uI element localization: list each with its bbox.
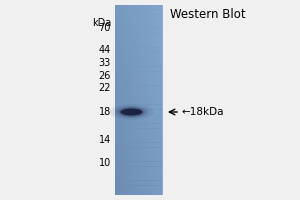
Bar <box>131 5 133 195</box>
Bar <box>135 5 137 195</box>
Bar <box>115 28 162 33</box>
Bar <box>115 90 162 95</box>
Bar <box>120 5 122 195</box>
Bar <box>123 5 125 195</box>
Bar <box>154 5 155 195</box>
Bar <box>134 5 136 195</box>
Bar <box>115 76 162 81</box>
Bar <box>115 109 162 114</box>
Bar <box>115 9 162 15</box>
Bar <box>115 23 162 29</box>
Bar <box>155 5 157 195</box>
Bar <box>150 5 152 195</box>
Bar <box>126 5 127 195</box>
Text: 22: 22 <box>98 83 111 93</box>
Bar <box>161 5 163 195</box>
Ellipse shape <box>120 108 142 116</box>
Text: 14: 14 <box>99 135 111 145</box>
Bar <box>147 5 148 195</box>
Bar <box>157 5 159 195</box>
Bar <box>133 5 134 195</box>
Text: Western Blot: Western Blot <box>170 8 245 21</box>
Text: ←18kDa: ←18kDa <box>182 107 224 117</box>
Bar <box>127 5 128 195</box>
Bar <box>118 5 120 195</box>
Bar <box>115 114 162 119</box>
Bar <box>139 5 140 195</box>
Bar <box>140 5 141 195</box>
Bar <box>152 5 153 195</box>
Bar <box>115 81 162 86</box>
Bar <box>115 142 162 148</box>
Bar <box>115 104 162 110</box>
Bar <box>115 66 162 72</box>
Bar <box>115 14 162 19</box>
Bar <box>115 161 162 166</box>
Bar <box>122 5 124 195</box>
Bar <box>115 52 162 57</box>
Bar <box>115 156 162 162</box>
Bar <box>115 185 162 190</box>
Bar <box>115 4 162 10</box>
Bar <box>156 5 158 195</box>
Bar <box>115 152 162 157</box>
Bar <box>115 166 162 171</box>
Bar <box>115 57 162 62</box>
Bar <box>115 38 162 43</box>
Bar <box>115 123 162 129</box>
Bar <box>124 5 126 195</box>
Bar <box>115 47 162 52</box>
Bar <box>160 5 161 195</box>
Ellipse shape <box>115 106 148 118</box>
Bar <box>146 5 147 195</box>
Bar <box>115 171 162 176</box>
Text: 33: 33 <box>99 58 111 68</box>
Bar <box>115 133 162 138</box>
Text: 10: 10 <box>99 158 111 168</box>
Text: 70: 70 <box>99 23 111 33</box>
Bar <box>121 5 123 195</box>
Bar <box>115 33 162 38</box>
Bar <box>128 5 130 195</box>
Bar <box>141 5 142 195</box>
Bar <box>115 118 162 124</box>
Bar <box>115 85 162 90</box>
Bar <box>115 71 162 76</box>
Bar <box>115 180 162 186</box>
Bar <box>115 147 162 152</box>
Text: 44: 44 <box>99 45 111 55</box>
Bar <box>115 5 117 195</box>
Bar <box>143 5 145 195</box>
Ellipse shape <box>110 104 153 120</box>
Bar <box>117 5 119 195</box>
Text: 26: 26 <box>99 71 111 81</box>
Text: 18: 18 <box>99 107 111 117</box>
Bar <box>116 5 118 195</box>
Bar <box>115 19 162 24</box>
Bar <box>115 190 162 195</box>
Bar <box>115 176 162 181</box>
Bar <box>149 5 151 195</box>
Bar <box>129 5 131 195</box>
Ellipse shape <box>118 107 145 117</box>
Bar <box>115 99 162 105</box>
Bar <box>115 95 162 100</box>
Bar <box>142 5 144 195</box>
Bar <box>158 5 160 195</box>
Bar <box>115 128 162 133</box>
Text: kDa: kDa <box>92 18 111 28</box>
Bar <box>137 5 139 195</box>
Bar <box>115 138 162 143</box>
Bar <box>130 5 132 195</box>
Bar <box>115 43 162 48</box>
Bar <box>136 5 138 195</box>
Bar <box>148 5 150 195</box>
Bar <box>153 5 154 195</box>
Bar <box>115 62 162 67</box>
Bar <box>144 5 146 195</box>
